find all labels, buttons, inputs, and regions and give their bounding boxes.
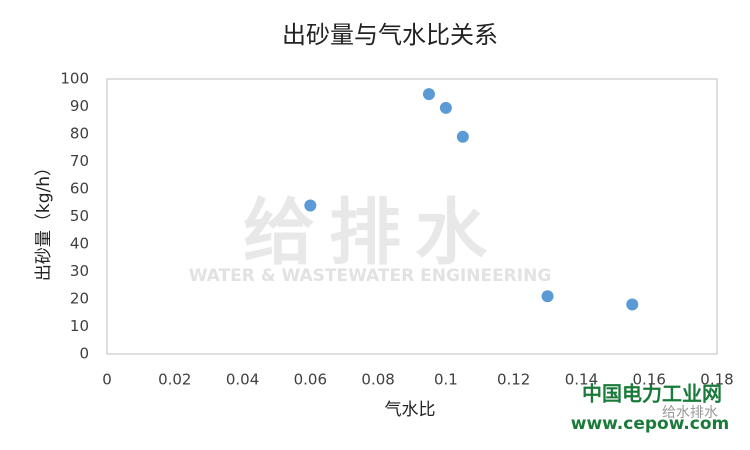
x-tick-label: 0.14 (565, 371, 598, 389)
point (541, 290, 554, 303)
x-tick-label: 0 (102, 371, 112, 389)
x-tick-label: 0.06 (294, 371, 327, 389)
y-tick-label: 20 (70, 290, 89, 308)
point (439, 101, 452, 114)
x-tick-label: 0.16 (633, 371, 666, 389)
y-tick-label: 70 (70, 152, 89, 170)
y-tick-label: 90 (70, 97, 89, 115)
y-tick-label: 10 (70, 317, 89, 335)
y-tick-label: 30 (70, 262, 89, 280)
watermark: WATER & WASTEWATER ENGINEERING (189, 266, 552, 286)
point (304, 199, 317, 212)
y-axis-label: 出砂量（kg/h） (34, 159, 54, 281)
watermark: 中国电力工业网 (582, 382, 722, 406)
watermark: www.cepow.com (571, 414, 730, 434)
x-axis-label: 气水比 (385, 400, 436, 420)
watermark: 给水排水 (662, 405, 718, 421)
y-tick-label: 40 (70, 235, 89, 253)
x-tick-label: 0.1 (434, 371, 458, 389)
point (626, 298, 639, 311)
plot-area (106, 78, 718, 355)
y-tick-label: 50 (70, 207, 89, 225)
point (456, 130, 469, 143)
watermark: 给排水 (243, 191, 501, 275)
x-tick-label: 0.02 (158, 371, 191, 389)
x-tick-label: 0.08 (361, 371, 394, 389)
x-tick-label: 0.18 (700, 371, 733, 389)
y-tick-label: 80 (70, 125, 89, 143)
y-tick-label: 100 (60, 70, 89, 88)
chart-title: 出砂量与气水比关系 (282, 21, 498, 49)
y-tick-label: 60 (70, 180, 89, 198)
point (422, 88, 435, 101)
x-tick-label: 0.04 (226, 371, 259, 389)
y-tick-label: 0 (79, 345, 89, 363)
x-tick-label: 0.12 (497, 371, 530, 389)
